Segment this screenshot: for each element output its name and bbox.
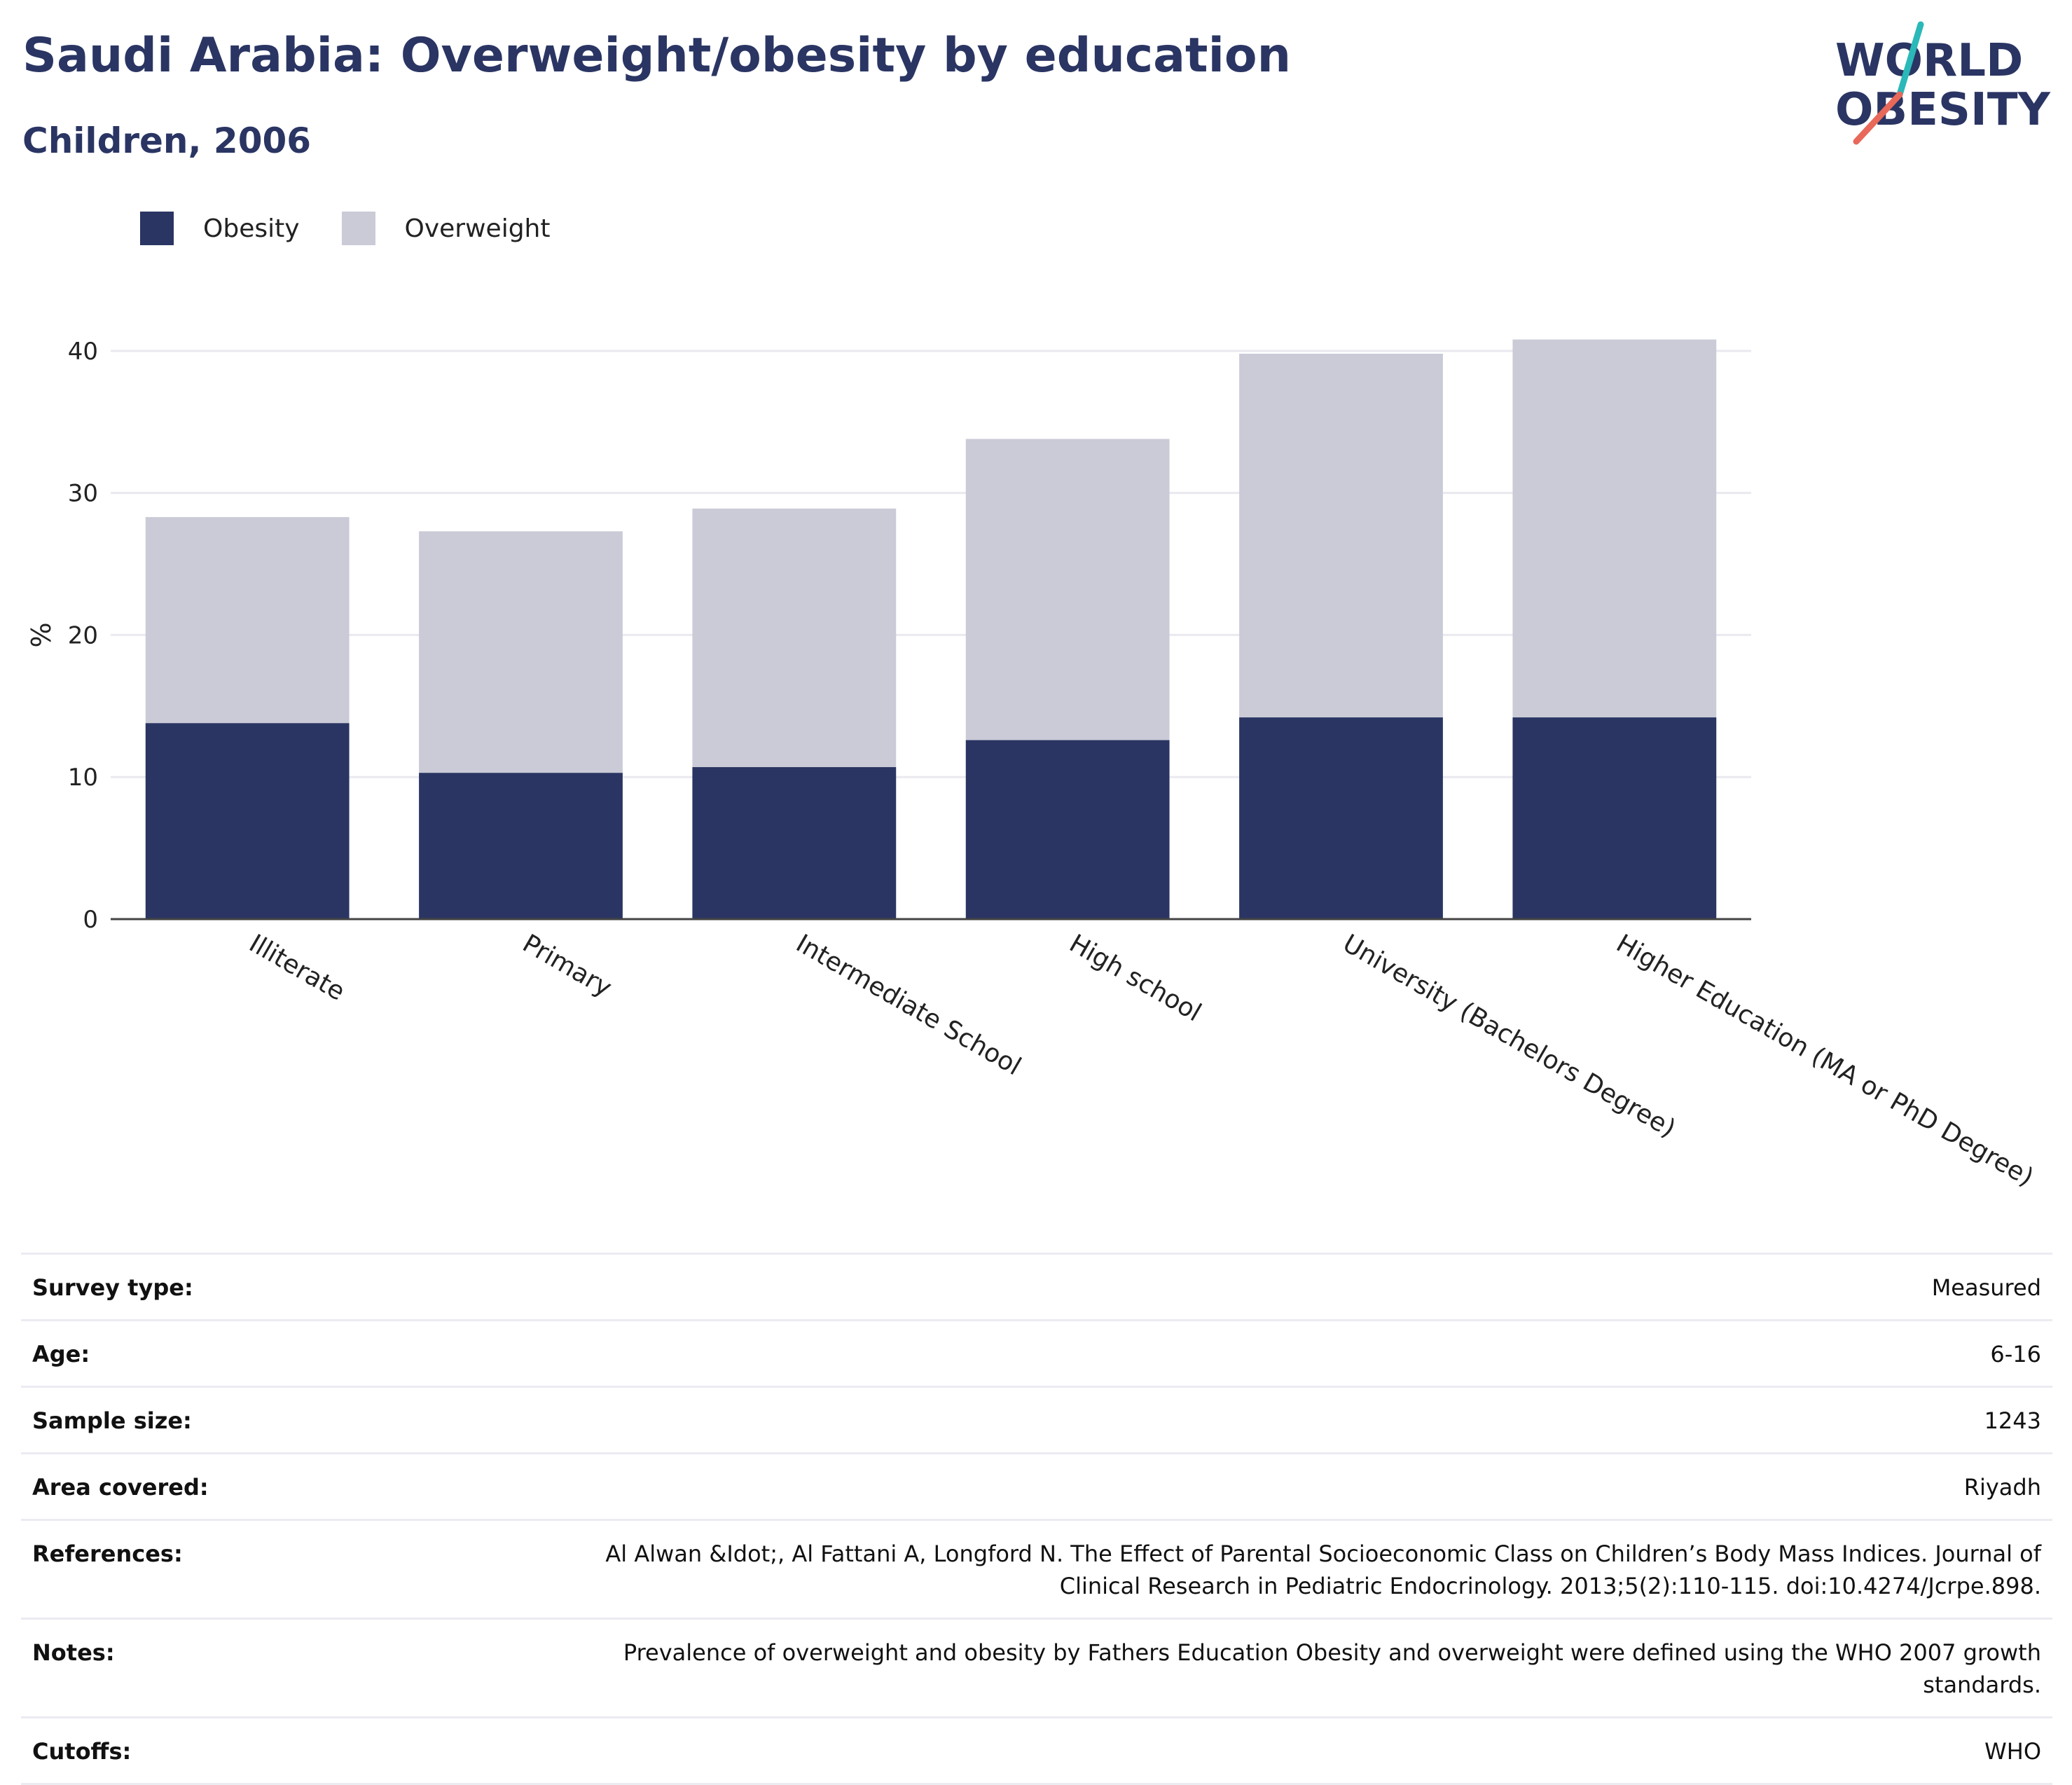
y-tick-label: 0 [83, 906, 98, 934]
meta-row-references: References: Al Alwan &Idot;, Al Fattani … [21, 1519, 2052, 1619]
meta-value: WHO [1984, 1738, 2041, 1765]
meta-row-cutoffs: Cutoffs: WHO [21, 1717, 2052, 1784]
bar-overweight [145, 517, 350, 724]
legend-item-overweight[interactable]: Overweight [341, 212, 551, 245]
meta-key: References: [32, 1541, 183, 1567]
bar-overweight [1239, 353, 1443, 718]
bar-obesity [1239, 717, 1443, 919]
logo-word-world: WORLD [1835, 35, 2023, 87]
meta-row-sample-size: Sample size: 1243 [21, 1386, 2052, 1454]
x-tick-label: Primary [518, 929, 616, 1002]
meta-value: 1243 [1984, 1407, 2041, 1434]
meta-row-survey-type: Survey type: Measured [21, 1253, 2052, 1321]
bar-obesity [1512, 717, 1717, 919]
chart-subtitle: Children, 2006 [22, 120, 312, 161]
y-axis-label: % [26, 622, 57, 647]
x-tick-label: Illiterate [244, 929, 350, 1007]
bar-obesity [965, 740, 1170, 919]
meta-value: Prevalence of overweight and obesity by … [623, 1639, 2041, 1698]
logo-slash-teal [1896, 21, 1924, 98]
meta-value: Riyadh [1963, 1474, 2041, 1501]
meta-key: Sample size: [32, 1407, 192, 1434]
meta-key: Cutoffs: [32, 1738, 132, 1765]
meta-row-notes: Notes: Prevalence of overweight and obes… [21, 1618, 2052, 1718]
meta-value: 6-16 [1990, 1341, 2041, 1367]
bar-obesity [145, 723, 350, 919]
legend-swatch-obesity [140, 212, 174, 245]
meta-key: Survey type: [32, 1274, 193, 1301]
x-tick-label: Intermediate School [791, 929, 1025, 1081]
x-tick-label: High school [1065, 929, 1206, 1027]
bar-overweight [965, 439, 1170, 740]
x-tick-label: Higher Education (MA or PhD Degree) [1611, 929, 2038, 1192]
bar-overweight [419, 531, 623, 773]
survey-metadata-table: Survey type: Measured Age: 6-16 Sample s… [21, 1253, 2052, 1785]
world-obesity-logo: WORLD OBESITY [1835, 21, 2050, 145]
legend-label-obesity: Obesity [203, 214, 300, 243]
chart-legend: Obesity Overweight [140, 210, 592, 247]
meta-value: Al Alwan &Idot;, Al Fattani A, Longford … [605, 1541, 2041, 1599]
logo-slash-red [1853, 91, 1903, 145]
meta-key: Area covered: [32, 1474, 209, 1501]
y-tick-label: 40 [68, 338, 98, 366]
meta-key: Notes: [32, 1639, 115, 1666]
bar-overweight [692, 508, 897, 768]
y-tick-label: 10 [68, 764, 98, 792]
meta-row-area-covered: Area covered: Riyadh [21, 1453, 2052, 1520]
meta-row-age: Age: 6-16 [21, 1320, 2052, 1387]
legend-swatch-overweight [341, 212, 375, 245]
bar-obesity [419, 773, 623, 919]
stacked-bar-chart: 0 10 20 30 40% Illiterate Primary Intermediate … [26, 338, 2038, 1192]
y-tick-label: 30 [68, 480, 98, 508]
legend-label-overweight: Overweight [404, 214, 551, 243]
meta-key: Age: [32, 1341, 90, 1367]
bar-overweight [1512, 339, 1717, 718]
legend-item-obesity[interactable]: Obesity [140, 212, 300, 245]
meta-value: Measured [1931, 1274, 2041, 1301]
chart-title: Saudi Arabia: Overweight/obesity by educ… [22, 28, 1291, 83]
y-tick-label: 20 [68, 621, 98, 649]
bar-obesity [692, 767, 897, 919]
